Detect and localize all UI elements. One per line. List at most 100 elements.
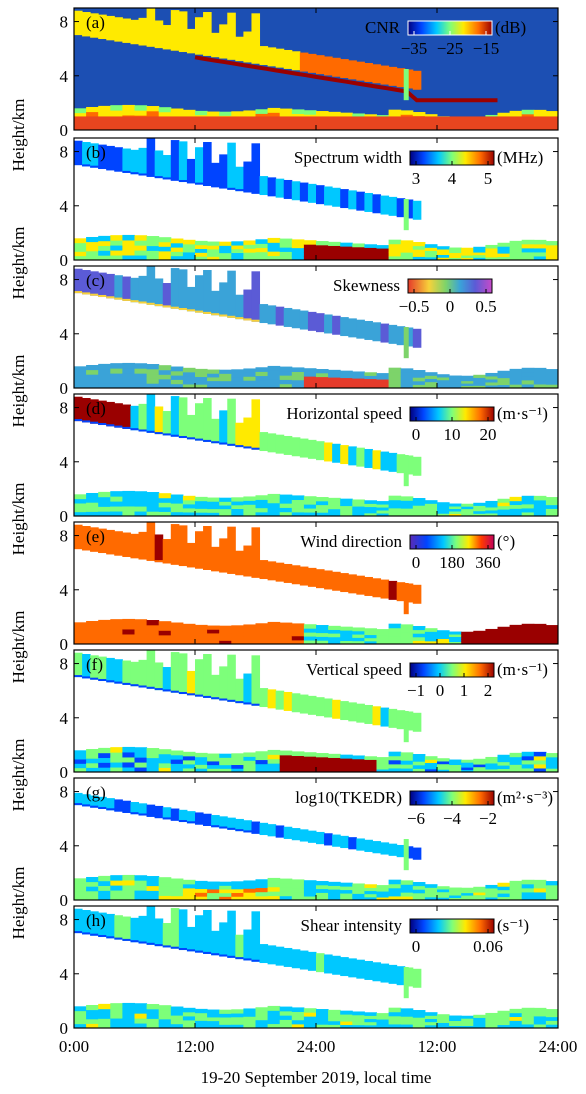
field-cell [364,500,377,504]
field-cell [146,748,160,754]
panel-f: 048 (f) Vertical speed (m·s⁻¹)−1 0 1 2Height/k… [9,611,559,782]
field-cell [110,1023,123,1028]
field-cell [396,68,406,88]
field-cell [364,114,377,118]
panel-a-tag: (a) [86,13,105,32]
field-cell [182,367,196,373]
field-cell [219,505,232,510]
field-cell [316,1020,329,1025]
field-cell [545,892,558,897]
field-cell [90,549,99,552]
field-cell [396,844,406,858]
field-cell [243,161,252,193]
field-cell [158,497,172,503]
field-cell [485,896,498,900]
field-cell [207,508,220,513]
field-cell [182,379,196,385]
field-cell [162,411,172,436]
field-cell [449,1015,462,1019]
field-cell [364,637,377,642]
field-cell [110,895,123,900]
field-cell [372,706,382,726]
field-cell [182,1015,196,1021]
field-cell [255,895,269,900]
field-cell [134,363,148,369]
field-cell [316,697,325,717]
field-cell [437,1014,450,1018]
field-cell [231,248,244,254]
field-cell [376,248,390,252]
field-cell [461,257,474,260]
field-cell [533,751,547,757]
field-cell [195,403,204,441]
y-axis-title: Height/km [9,483,28,556]
field-cell [243,929,252,961]
field-cell [316,756,329,762]
field-cell [404,846,414,859]
field-cell [279,503,293,508]
field-cell [106,401,115,427]
field-cell [328,369,341,374]
field-cell [497,512,511,516]
field-cell [303,504,317,509]
field-cell [497,754,511,759]
field-cell [424,256,438,260]
field-cell [186,181,196,184]
field-cell [400,252,414,257]
field-cell [90,795,99,808]
field-cell [328,505,341,510]
field-cell [146,890,160,896]
field-cell [437,886,450,890]
field-cell [291,239,305,245]
field-cell [449,506,462,510]
field-cell [307,439,317,459]
field-cell [170,507,184,513]
field-cell [291,1011,305,1017]
field-cell [473,510,486,514]
field-cell [146,757,160,763]
field-cell [182,763,196,769]
field-cell [146,106,160,112]
field-cell [352,502,365,507]
field-cell [211,697,220,700]
field-cell [485,256,498,260]
field-cell [449,257,462,260]
field-cell [146,629,160,635]
field-cell [424,631,438,636]
field-cell [170,626,184,632]
field-cell [545,628,558,634]
field-cell [98,895,111,900]
colorbar-tick-label: 0.06 [473,937,503,956]
field-cell [122,490,135,497]
field-cell [267,767,281,772]
field-cell [328,111,341,116]
field-cell [352,883,365,888]
field-cell [279,895,293,900]
field-cell [243,768,256,772]
field-cell [227,270,236,318]
field-cell [146,378,160,384]
field-cell [521,367,535,373]
field-cell [509,496,523,502]
field-cell [364,631,377,636]
field-cell [74,878,87,884]
field-cell [424,1024,438,1028]
field-cell [74,10,83,36]
field-cell [388,255,402,260]
field-cell [303,752,317,757]
field-cell [291,565,301,585]
field-cell [122,372,135,379]
field-cell [74,639,87,644]
field-cell [521,243,535,249]
field-cell [497,637,511,642]
field-cell [170,494,184,500]
field-cell [74,630,87,636]
field-cell [299,694,309,714]
field-cell [380,323,390,343]
field-cell [303,756,317,761]
field-cell [388,375,402,381]
field-cell [231,632,244,638]
field-cell [521,883,535,889]
field-cell [497,886,511,891]
field-cell [283,691,293,711]
